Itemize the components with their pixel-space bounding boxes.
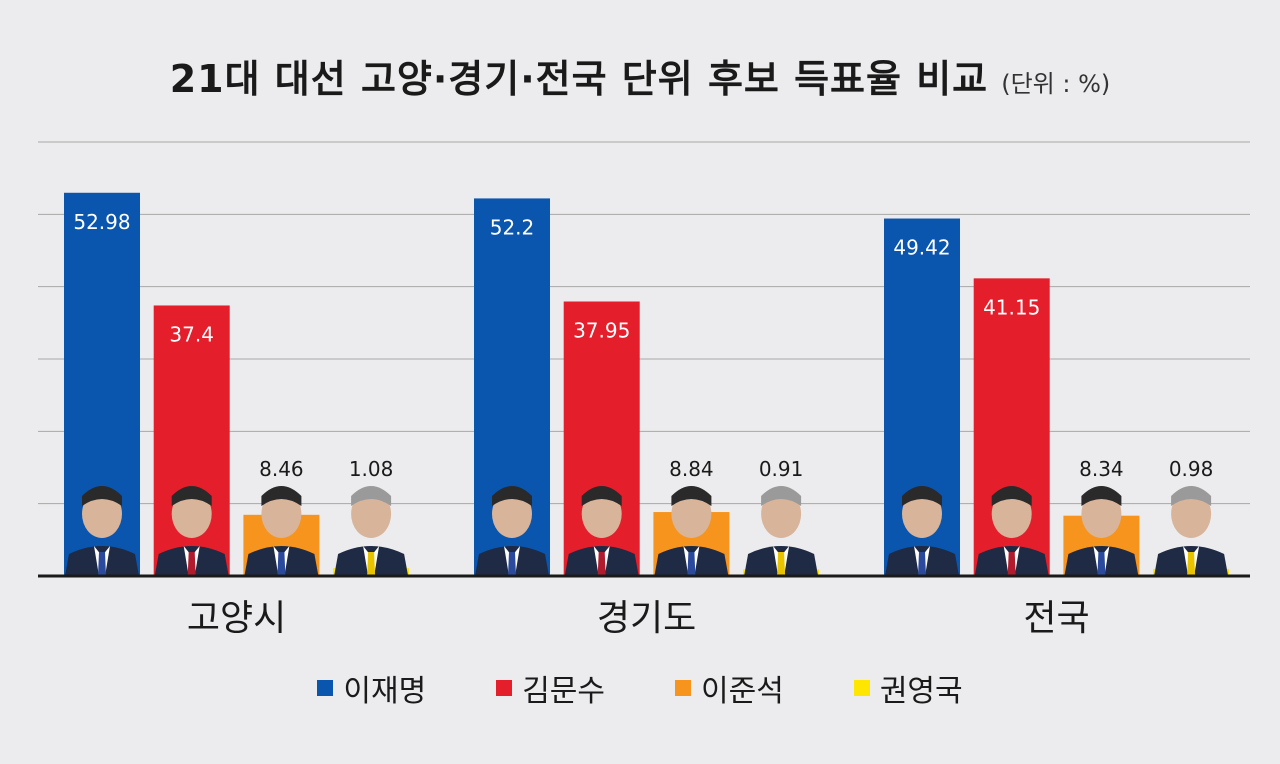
- legend-label: 이재명: [343, 674, 427, 709]
- category-label: 전국: [1023, 598, 1089, 639]
- candidate-tie: [98, 552, 106, 576]
- legend-item: 이재명: [317, 666, 426, 710]
- candidate-tie: [508, 552, 516, 576]
- candidate-tie: [918, 552, 926, 576]
- data-label: 0.91: [759, 457, 804, 481]
- legend-item: 이준석: [675, 666, 784, 710]
- candidate-face: [351, 490, 392, 538]
- candidate-hair: [991, 486, 1032, 506]
- candidate-hair: [492, 486, 532, 506]
- candidate-face: [82, 490, 122, 538]
- candidate-face: [902, 490, 942, 538]
- legend-swatch-3: [853, 680, 870, 696]
- data-label: 8.34: [1079, 457, 1124, 481]
- candidate-face: [581, 490, 622, 538]
- candidate-face: [991, 490, 1032, 538]
- candidate-hair: [1171, 486, 1212, 506]
- legend-label: 권영국: [879, 674, 963, 709]
- data-label: 41.15: [983, 295, 1040, 319]
- candidate-hair: [671, 486, 712, 506]
- category-label: 고양시: [187, 598, 286, 639]
- data-label: 1.08: [349, 457, 394, 481]
- data-label: 37.4: [169, 322, 214, 346]
- candidate-hair: [171, 486, 212, 506]
- candidate-face: [261, 490, 302, 538]
- candidate-tie: [367, 552, 376, 576]
- candidate-tie: [1187, 552, 1196, 576]
- candidate-hair: [902, 486, 942, 506]
- candidate-tie: [777, 552, 786, 576]
- candidate-tie: [1007, 552, 1016, 576]
- legend-label: 이준석: [701, 674, 784, 709]
- legend-swatch-0: [317, 680, 334, 696]
- candidate-face: [171, 490, 212, 538]
- candidate-hair: [261, 486, 302, 506]
- data-label: 52.98: [73, 210, 130, 234]
- candidate-face: [671, 490, 712, 538]
- data-label: 49.42: [893, 236, 950, 260]
- candidate-hair: [581, 486, 622, 506]
- data-label: 0.98: [1169, 457, 1214, 481]
- legend-item: 권영국: [853, 666, 963, 710]
- candidate-face: [492, 490, 532, 538]
- chart-title: 21대 대선 고양·경기·전국 단위 후보 득표율 비교: [169, 57, 989, 101]
- legend: 이재명 김문수 이준석 권영국: [0, 666, 1280, 710]
- candidate-hair: [761, 486, 802, 506]
- data-label: 52.2: [490, 215, 535, 239]
- candidate-tie: [187, 552, 196, 576]
- candidate-hair: [1081, 486, 1122, 506]
- candidate-tie: [687, 552, 696, 576]
- legend-item: 김문수: [496, 666, 605, 710]
- candidate-face: [1171, 490, 1212, 538]
- legend-swatch-2: [675, 680, 691, 696]
- candidate-tie: [597, 552, 606, 576]
- candidate-face: [1081, 490, 1122, 538]
- category-label: 경기도: [597, 598, 696, 639]
- title-row: 21대 대선 고양·경기·전국 단위 후보 득표율 비교 (단위 : %): [0, 48, 1280, 103]
- candidate-hair: [351, 486, 392, 506]
- data-label: 8.84: [669, 457, 714, 481]
- legend-swatch-1: [496, 680, 513, 696]
- legend-label: 김문수: [522, 674, 605, 709]
- chart-unit: (단위 : %): [1001, 70, 1111, 98]
- candidate-hair: [82, 486, 122, 506]
- candidate-tie: [277, 552, 286, 576]
- data-label: 8.46: [259, 457, 304, 481]
- candidate-tie: [1097, 552, 1106, 576]
- data-label: 37.95: [573, 318, 630, 342]
- candidate-face: [761, 490, 802, 538]
